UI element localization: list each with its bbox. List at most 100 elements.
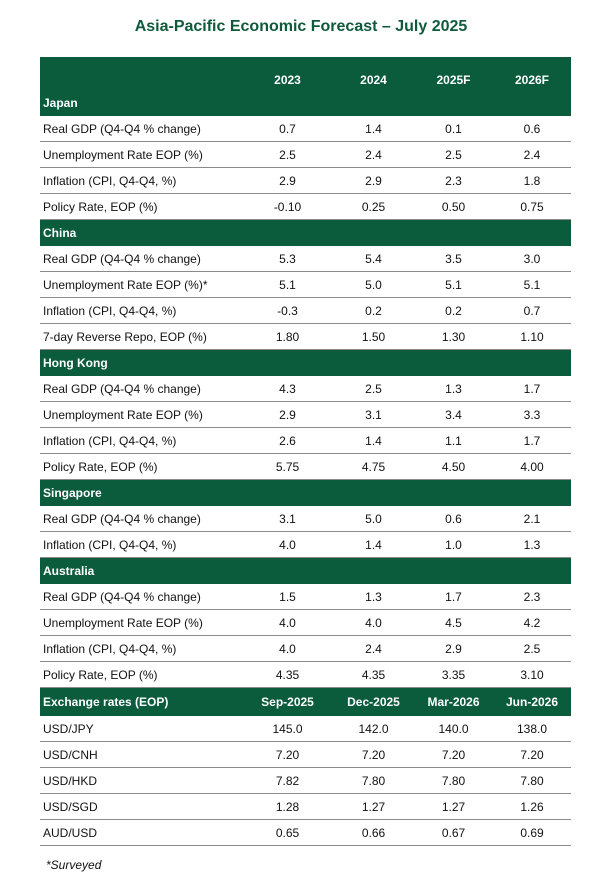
value-cell: 5.0 (333, 271, 414, 298)
value-cell: 2.5 (414, 141, 493, 168)
value-cell: 0.7 (242, 116, 333, 142)
table-row: Real GDP (Q4-Q4 % change) 4.3 2.5 1.3 1.7 (40, 376, 571, 402)
value-cell: 7.80 (414, 767, 493, 794)
value-cell: 4.75 (333, 453, 414, 480)
header-year-cell: 2026F (493, 57, 571, 90)
section-title: Hong Kong (40, 349, 571, 376)
value-cell: 3.0 (493, 246, 571, 272)
value-cell: 0.2 (333, 297, 414, 324)
value-cell: 7.20 (242, 741, 333, 768)
value-cell: 2.1 (493, 506, 571, 532)
fx-period-cell: Jun-2026 (493, 687, 571, 716)
value-cell: 7.20 (333, 741, 414, 768)
value-cell: 4.2 (493, 609, 571, 636)
row-label: Policy Rate, EOP (%) (40, 193, 242, 220)
value-cell: 3.4 (414, 401, 493, 428)
row-label: USD/SGD (40, 793, 242, 820)
value-cell: 0.2 (414, 297, 493, 324)
value-cell: 2.9 (414, 635, 493, 662)
section-header-row: China (40, 219, 571, 246)
value-cell: 1.5 (242, 584, 333, 610)
value-cell: 7.82 (242, 767, 333, 794)
table-row: Inflation (CPI, Q4-Q4, %) 2.6 1.4 1.1 1.7 (40, 427, 571, 454)
table-row: USD/JPY 145.0 142.0 140.0 138.0 (40, 716, 571, 742)
value-cell: 1.7 (493, 427, 571, 454)
value-cell: 2.3 (414, 167, 493, 194)
value-cell: 1.3 (414, 376, 493, 402)
value-cell: 4.0 (242, 609, 333, 636)
value-cell: 1.3 (333, 584, 414, 610)
value-cell: 0.25 (333, 193, 414, 220)
value-cell: 3.1 (242, 506, 333, 532)
row-label: USD/JPY (40, 716, 242, 742)
value-cell: 0.67 (414, 819, 493, 846)
value-cell: 4.3 (242, 376, 333, 402)
fx-period-cell: Mar-2026 (414, 687, 493, 716)
row-label: Real GDP (Q4-Q4 % change) (40, 584, 242, 610)
table-row: Inflation (CPI, Q4-Q4, %) 4.0 1.4 1.0 1.3 (40, 531, 571, 558)
value-cell: 4.35 (333, 661, 414, 688)
row-label: Unemployment Rate EOP (%) (40, 401, 242, 428)
value-cell: 1.10 (493, 323, 571, 350)
value-cell: 1.8 (493, 167, 571, 194)
value-cell: 5.75 (242, 453, 333, 480)
value-cell: 2.9 (242, 401, 333, 428)
table-row: USD/CNH 7.20 7.20 7.20 7.20 (40, 741, 571, 768)
row-label: Real GDP (Q4-Q4 % change) (40, 246, 242, 272)
value-cell: 1.30 (414, 323, 493, 350)
row-label: Real GDP (Q4-Q4 % change) (40, 376, 242, 402)
fx-period-cell: Dec-2025 (333, 687, 414, 716)
value-cell: 142.0 (333, 716, 414, 742)
header-year-cell: 2024 (333, 57, 414, 90)
value-cell: 1.27 (414, 793, 493, 820)
row-label: 7-day Reverse Repo, EOP (%) (40, 323, 242, 350)
section-header-row: Australia (40, 557, 571, 584)
fx-section-title: Exchange rates (EOP) (40, 687, 242, 716)
table-row: Unemployment Rate EOP (%) 2.9 3.1 3.4 3.3 (40, 401, 571, 428)
fx-header-row: Exchange rates (EOP) Sep-2025 Dec-2025 Mar-… (40, 687, 571, 716)
value-cell: 3.5 (414, 246, 493, 272)
value-cell: 0.6 (414, 506, 493, 532)
table-row: Real GDP (Q4-Q4 % change) 3.1 5.0 0.6 2.1 (40, 506, 571, 532)
value-cell: 1.7 (414, 584, 493, 610)
table-row: Unemployment Rate EOP (%)* 5.1 5.0 5.1 5.1 (40, 271, 571, 298)
value-cell: 4.00 (493, 453, 571, 480)
row-label: Unemployment Rate EOP (%) (40, 141, 242, 168)
row-label: Real GDP (Q4-Q4 % change) (40, 506, 242, 532)
value-cell: 1.7 (493, 376, 571, 402)
value-cell: 5.4 (333, 246, 414, 272)
row-label: Inflation (CPI, Q4-Q4, %) (40, 531, 242, 558)
value-cell: -0.10 (242, 193, 333, 220)
value-cell: 7.20 (493, 741, 571, 768)
header-row: 2023 2024 2025F 2026F (40, 57, 571, 90)
value-cell: 0.50 (414, 193, 493, 220)
value-cell: 2.9 (242, 167, 333, 194)
table-row: Real GDP (Q4-Q4 % change) 1.5 1.3 1.7 2.3 (40, 584, 571, 610)
value-cell: 2.5 (493, 635, 571, 662)
table-row: 7-day Reverse Repo, EOP (%) 1.80 1.50 1.30 1… (40, 323, 571, 350)
value-cell: 0.75 (493, 193, 571, 220)
table-row: Policy Rate, EOP (%) 5.75 4.75 4.50 4.00 (40, 453, 571, 480)
value-cell: 0.6 (493, 116, 571, 142)
row-label: Unemployment Rate EOP (%) (40, 609, 242, 636)
section-title: Singapore (40, 479, 571, 506)
row-label: Policy Rate, EOP (%) (40, 453, 242, 480)
value-cell: 3.35 (414, 661, 493, 688)
table-row: USD/HKD 7.82 7.80 7.80 7.80 (40, 767, 571, 794)
value-cell: 2.9 (333, 167, 414, 194)
value-cell: 0.65 (242, 819, 333, 846)
value-cell: 145.0 (242, 716, 333, 742)
value-cell: 7.80 (333, 767, 414, 794)
value-cell: 4.0 (333, 609, 414, 636)
value-cell: 1.80 (242, 323, 333, 350)
value-cell: 1.3 (493, 531, 571, 558)
table-row: Real GDP (Q4-Q4 % change) 5.3 5.4 3.5 3.0 (40, 246, 571, 272)
value-cell: 2.5 (242, 141, 333, 168)
section-title: Japan (40, 89, 571, 116)
value-cell: 4.0 (242, 635, 333, 662)
value-cell: 1.0 (414, 531, 493, 558)
value-cell: 140.0 (414, 716, 493, 742)
value-cell: 2.4 (493, 141, 571, 168)
row-label: Real GDP (Q4-Q4 % change) (40, 116, 242, 142)
table-row: Inflation (CPI, Q4-Q4, %) 2.9 2.9 2.3 1.8 (40, 167, 571, 194)
